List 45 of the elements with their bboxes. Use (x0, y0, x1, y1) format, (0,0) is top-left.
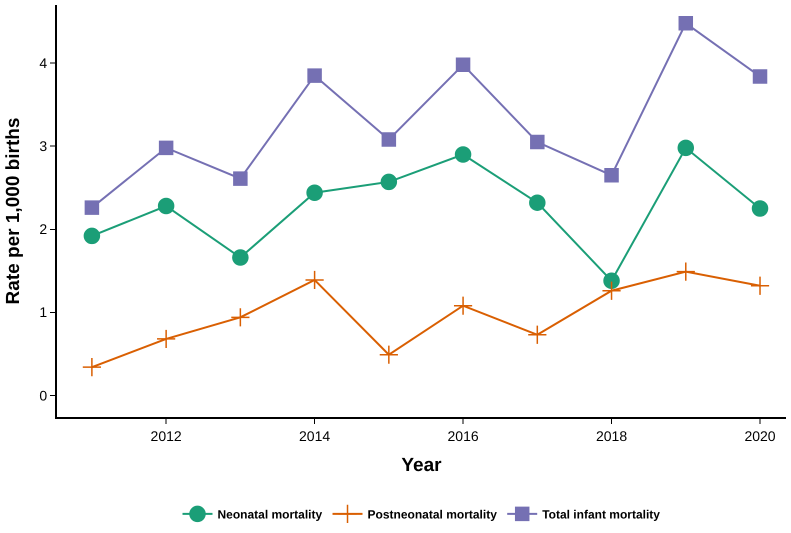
y-axis-title: Rate per 1,000 births (2, 118, 24, 304)
point (676, 262, 696, 282)
point (232, 249, 249, 266)
point (454, 146, 472, 163)
point (603, 272, 620, 290)
x-axis-title: Year (401, 455, 442, 476)
point (306, 184, 323, 201)
legend-label: Total infant mortality (542, 508, 660, 522)
point (84, 200, 100, 215)
x-tick-label: 2014 (299, 428, 330, 444)
point (233, 171, 248, 186)
point (158, 140, 174, 156)
legend-label: Neonatal mortality (218, 508, 323, 522)
legend-label: Postneonatal mortality (368, 508, 498, 522)
point (527, 324, 548, 345)
point (453, 296, 473, 316)
y-tick-label: 2 (39, 221, 48, 238)
point (304, 270, 324, 290)
y-tick-label: 4 (39, 55, 48, 72)
point (82, 357, 102, 378)
y-tick-label: 0 (39, 387, 48, 404)
point (678, 140, 694, 156)
point (604, 168, 619, 183)
y-tick-label: 3 (39, 138, 48, 154)
point (380, 174, 398, 190)
point (750, 276, 770, 296)
point (529, 194, 546, 211)
x-tick-label: 2020 (744, 428, 776, 444)
point (752, 69, 768, 84)
x-tick-label: 2016 (447, 428, 479, 444)
point (678, 16, 694, 31)
point (602, 280, 622, 301)
point (158, 198, 174, 214)
point (382, 132, 396, 147)
point (156, 329, 176, 349)
y-tick-label: 1 (39, 304, 48, 320)
point (378, 344, 399, 365)
point (530, 134, 545, 150)
point (752, 200, 768, 217)
point (230, 307, 250, 328)
x-tick-label: 2012 (150, 428, 182, 444)
point (307, 68, 322, 83)
point (84, 228, 100, 244)
x-tick-label: 2018 (596, 428, 628, 444)
point (456, 58, 470, 72)
